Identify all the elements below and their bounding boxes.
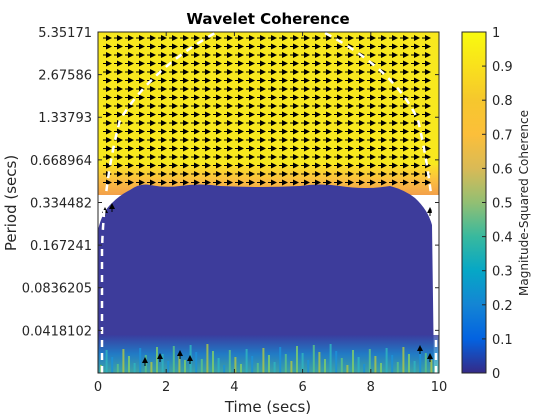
speckle-streak <box>430 360 433 373</box>
y-tick-label: 0.0836205 <box>22 282 92 297</box>
speckle-streak <box>408 354 410 373</box>
plot-area <box>98 32 439 373</box>
speckle-streak <box>128 356 130 373</box>
speckle-streak <box>139 348 142 373</box>
y-axis-label: Period (secs) <box>2 155 20 251</box>
x-tick-label: 8 <box>367 380 375 395</box>
speckle-streak <box>324 359 326 373</box>
x-tick-label: 10 <box>431 380 448 395</box>
y-tick-label: 5.35171 <box>38 26 92 41</box>
speckle-streak <box>240 364 242 373</box>
speckle-streak <box>212 351 214 373</box>
speckle-streak <box>396 362 399 373</box>
speckle-streak <box>223 365 226 373</box>
y-tick-label: 0.0418102 <box>22 324 92 339</box>
speckle-streak <box>307 360 310 373</box>
speckle-streak <box>116 364 119 373</box>
speckle-streak <box>385 348 388 373</box>
speckle-streak <box>150 362 153 373</box>
colorbar-tick-label: 0.6 <box>492 162 513 177</box>
speckle-streak <box>156 347 158 373</box>
speckle-streak <box>301 353 304 373</box>
colorbar-tick-label: 0.3 <box>492 265 513 280</box>
x-axis: 0 2 4 6 8 10 <box>94 32 447 395</box>
speckle-streak <box>161 354 164 373</box>
y-tick-label: 1.33793 <box>38 111 92 126</box>
speckle-streak <box>296 346 298 373</box>
colorbar-ticks: 0 0.1 0.2 0.3 0.4 0.5 0.6 0.7 0.8 0.9 1 <box>482 26 513 382</box>
colorbar-tick-label: 0.4 <box>492 231 513 246</box>
speckle-streak <box>195 352 198 373</box>
colorbar-tick-label: 0.7 <box>492 128 513 143</box>
colorbar-tick-label: 0.9 <box>492 60 513 75</box>
colorbar-tick-label: 0 <box>492 367 500 382</box>
y-tick-label: 0.334482 <box>30 196 92 211</box>
speckle-streak <box>256 363 259 373</box>
speckle-streak <box>290 361 293 373</box>
speckle-streak <box>144 355 147 373</box>
x-tick-label: 2 <box>162 380 170 395</box>
speckle-streak <box>413 361 416 373</box>
colorbar-tick-label: 0.1 <box>492 333 513 348</box>
speckle-streak <box>206 344 209 373</box>
colorbar-tick-label: 0.5 <box>492 197 513 212</box>
colorbar-label: Magnitude-Squared Coherence <box>517 110 531 296</box>
x-tick-label: 0 <box>94 380 102 395</box>
speckle-streak <box>340 358 343 373</box>
speckle-streak <box>178 353 181 373</box>
y-tick-label: 0.668964 <box>30 154 92 169</box>
phase-arrows <box>102 35 433 366</box>
speckle-streak <box>424 353 427 373</box>
speckle-streak <box>357 357 360 373</box>
x-tick-label: 6 <box>298 380 306 395</box>
speckle-streak <box>352 350 354 373</box>
speckle-streak <box>273 362 276 373</box>
speckle-streak <box>228 350 231 373</box>
speckle-streak <box>262 348 265 373</box>
speckle-streak <box>245 349 248 373</box>
speckle-streak <box>217 358 220 373</box>
colorbar-tick-label: 0.8 <box>492 94 513 109</box>
speckle-streak <box>133 363 136 373</box>
speckle-streak <box>391 355 394 373</box>
speckle-streak <box>172 346 175 373</box>
speckle-streak <box>368 349 371 373</box>
speckle-streak <box>184 360 186 373</box>
chart-title: Wavelet Coherence <box>186 10 349 28</box>
y-tick-label: 2.67586 <box>38 69 92 84</box>
speckle-streak <box>346 365 349 373</box>
speckle-streak <box>111 357 114 373</box>
x-tick-label: 4 <box>230 380 238 395</box>
speckle-streak <box>312 345 315 373</box>
speckle-streak <box>329 344 332 373</box>
speckle-streak <box>251 356 254 373</box>
colorbar-tick-label: 0.2 <box>492 299 513 314</box>
speckle-streak <box>402 347 405 373</box>
speckle-streak <box>268 355 270 373</box>
y-axis: 5.35171 2.67586 1.33793 0.668964 0.334482 0.1… <box>22 26 439 339</box>
speckle-streak <box>200 359 203 373</box>
speckle-streak <box>380 363 382 373</box>
speckle-streak <box>167 361 170 373</box>
speckle-streak <box>363 364 366 373</box>
x-axis-label: Time (secs) <box>224 398 311 416</box>
speckle-streak <box>419 346 422 373</box>
cone-of-influence <box>100 32 216 373</box>
y-tick-label: 0.167241 <box>30 239 92 254</box>
low-coherence-region <box>98 184 434 373</box>
speckle-streak <box>318 352 321 373</box>
bottom-speckle <box>100 344 433 373</box>
speckle-streak <box>284 354 287 373</box>
speckle-streak <box>335 351 338 373</box>
speckle-streak <box>374 356 377 373</box>
speckle-streak <box>105 350 108 373</box>
speckle-streak <box>234 357 237 373</box>
colorbar-tick-label: 1 <box>492 26 500 41</box>
speckle-streak <box>122 349 125 373</box>
speckle-streak <box>279 347 282 373</box>
